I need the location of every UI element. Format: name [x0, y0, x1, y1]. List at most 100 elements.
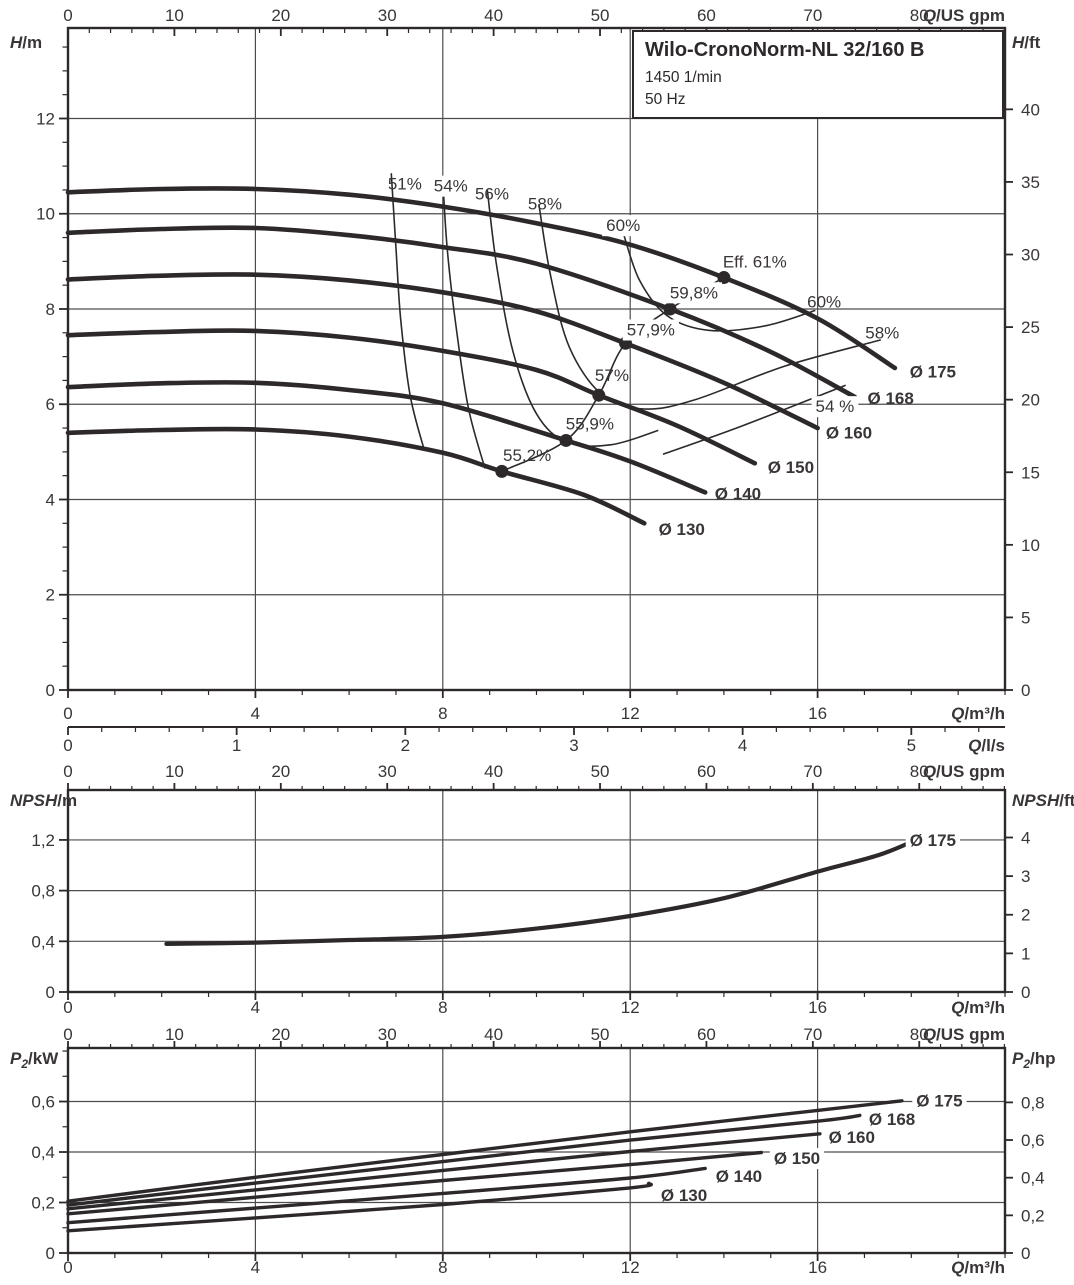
tick-label: 0,4	[1021, 1169, 1045, 1188]
tick-label: 12	[621, 998, 640, 1017]
curve-label: Ø 140	[715, 484, 761, 503]
best-efficiency-point	[717, 271, 731, 285]
tick-label: 0,8	[1021, 1093, 1045, 1112]
tick-label: 8	[46, 300, 55, 319]
tick-label: 10	[165, 6, 184, 25]
tick-label: 15	[1021, 463, 1040, 482]
tick-label: 0	[1021, 983, 1030, 1002]
tick-label: 2	[401, 736, 410, 755]
power-right-axis-unit: P2/hp	[1012, 1049, 1056, 1071]
head-m3h-axis-unit: Q/m³/h	[951, 704, 1005, 723]
curve-label: 57,9%	[627, 320, 675, 339]
tick-label: 30	[378, 6, 397, 25]
head-curve-150	[65, 328, 758, 466]
tick-label: 6	[46, 395, 55, 414]
tick-label: 50	[591, 6, 610, 25]
ls-axis: 0 1 2 3 4 5 Q/l/s	[63, 726, 1005, 755]
tick-label: 0,2	[1021, 1206, 1045, 1225]
power-curves	[66, 1099, 904, 1233]
tick-label: 80	[910, 6, 929, 25]
tick-label: 4	[251, 704, 260, 723]
power-curve-168	[66, 1113, 862, 1207]
tick-label: 60	[697, 1025, 716, 1044]
tick-label: 20	[271, 762, 290, 781]
tick-label: 8	[438, 704, 447, 723]
label-background	[622, 319, 679, 341]
tick-label: 12	[36, 109, 55, 128]
label-background	[912, 1090, 967, 1112]
power-gpm-axis: 0 10 20 30 40 50 60 70 80Q/US gpm	[63, 1025, 1005, 1048]
power-curve-175	[66, 1099, 904, 1203]
tick-label: 12	[621, 704, 640, 723]
npsh-grid	[68, 790, 1005, 992]
best-efficiency-point	[592, 388, 606, 402]
curve-label: Ø 168	[868, 389, 914, 408]
power-left-axis: 0 0,2 0,4 0,6 P2/kW	[10, 1049, 68, 1263]
head-curve-labels: 51% 54% 56% 58% 60% Eff. 61% 59,8% 60% 57,9% 58% 5…	[388, 175, 956, 539]
head-right-axis-unit: H/ft	[1012, 33, 1041, 52]
npsh-left-axis: 0 0,4 0,8 1,2 NPSH/m	[10, 791, 77, 1002]
curve-label: Ø 160	[829, 1128, 875, 1147]
tick-label: 0,2	[31, 1194, 55, 1213]
tick-label: 16	[808, 1258, 827, 1277]
tick-label: 30	[1021, 246, 1040, 265]
tick-label: 5	[1021, 608, 1030, 627]
tick-label: 35	[1021, 173, 1040, 192]
tick-label: 40	[1021, 100, 1040, 119]
tick-label: 70	[803, 1025, 822, 1044]
label-background	[905, 829, 961, 851]
tick-label: 0	[46, 983, 55, 1002]
pump-frequency: 50 Hz	[645, 91, 686, 108]
curve-label: 60%	[606, 216, 640, 235]
tick-label: 30	[378, 762, 397, 781]
tick-label: 0,6	[1021, 1131, 1045, 1150]
curve-label: 58%	[865, 323, 899, 342]
tick-label: 60	[697, 6, 716, 25]
head-grid	[68, 28, 1005, 690]
npsh-gpm-axis: 0 10 20 30 40 50 60 70 80Q/US gpm	[63, 762, 1005, 790]
tick-label: 0	[46, 1244, 55, 1263]
tick-label: 50	[591, 762, 610, 781]
tick-label: 0	[63, 998, 72, 1017]
npsh-right-axis-unit: NPSH/ft	[1012, 791, 1074, 810]
curve-label: 55,2%	[503, 446, 551, 465]
label-background	[769, 1148, 825, 1170]
curve-label: Eff. 61%	[723, 252, 787, 271]
tick-label: 40	[484, 6, 503, 25]
head-left-axis: 0 2 4 6 8 10 12 H/m	[10, 33, 68, 700]
tick-label: 0,6	[31, 1093, 55, 1112]
tick-label: 0,4	[31, 932, 55, 951]
label-background	[811, 396, 859, 418]
curve-label: Ø 175	[910, 362, 956, 381]
tick-label: 20	[271, 1025, 290, 1044]
head-curves	[65, 186, 898, 526]
tick-label: 0	[63, 1025, 72, 1044]
tick-label: 0,8	[31, 882, 55, 901]
tick-label: 10	[36, 205, 55, 224]
tick-label: 0	[63, 1258, 72, 1277]
curve-label: 59,8%	[670, 283, 718, 302]
tick-label: 50	[591, 1025, 610, 1044]
head-curve-168	[65, 225, 858, 400]
curve-label: 56%	[475, 185, 509, 204]
curve-label: 58%	[528, 195, 562, 214]
tick-label: 2	[1021, 906, 1030, 925]
efficiency-isoline-54	[442, 180, 486, 469]
tick-label: 20	[271, 6, 290, 25]
tick-label: 4	[251, 1258, 260, 1277]
tick-label: 0,4	[31, 1143, 55, 1162]
curve-label: 54%	[434, 177, 468, 196]
power-curve-130	[66, 1181, 653, 1233]
tick-label: 4	[738, 736, 747, 755]
tick-label: 80	[910, 1025, 929, 1044]
curve-label: Ø 150	[768, 458, 814, 477]
tick-label: 5	[907, 736, 916, 755]
tick-label: 0	[1021, 1244, 1030, 1263]
tick-label: 3	[569, 736, 578, 755]
tick-label: 3	[1021, 867, 1030, 886]
curve-label: Ø 160	[826, 423, 872, 442]
tick-label: 1,2	[31, 831, 55, 850]
tick-label: 60	[697, 762, 716, 781]
head-gpm-axis-unit: Q/US gpm	[923, 6, 1005, 25]
